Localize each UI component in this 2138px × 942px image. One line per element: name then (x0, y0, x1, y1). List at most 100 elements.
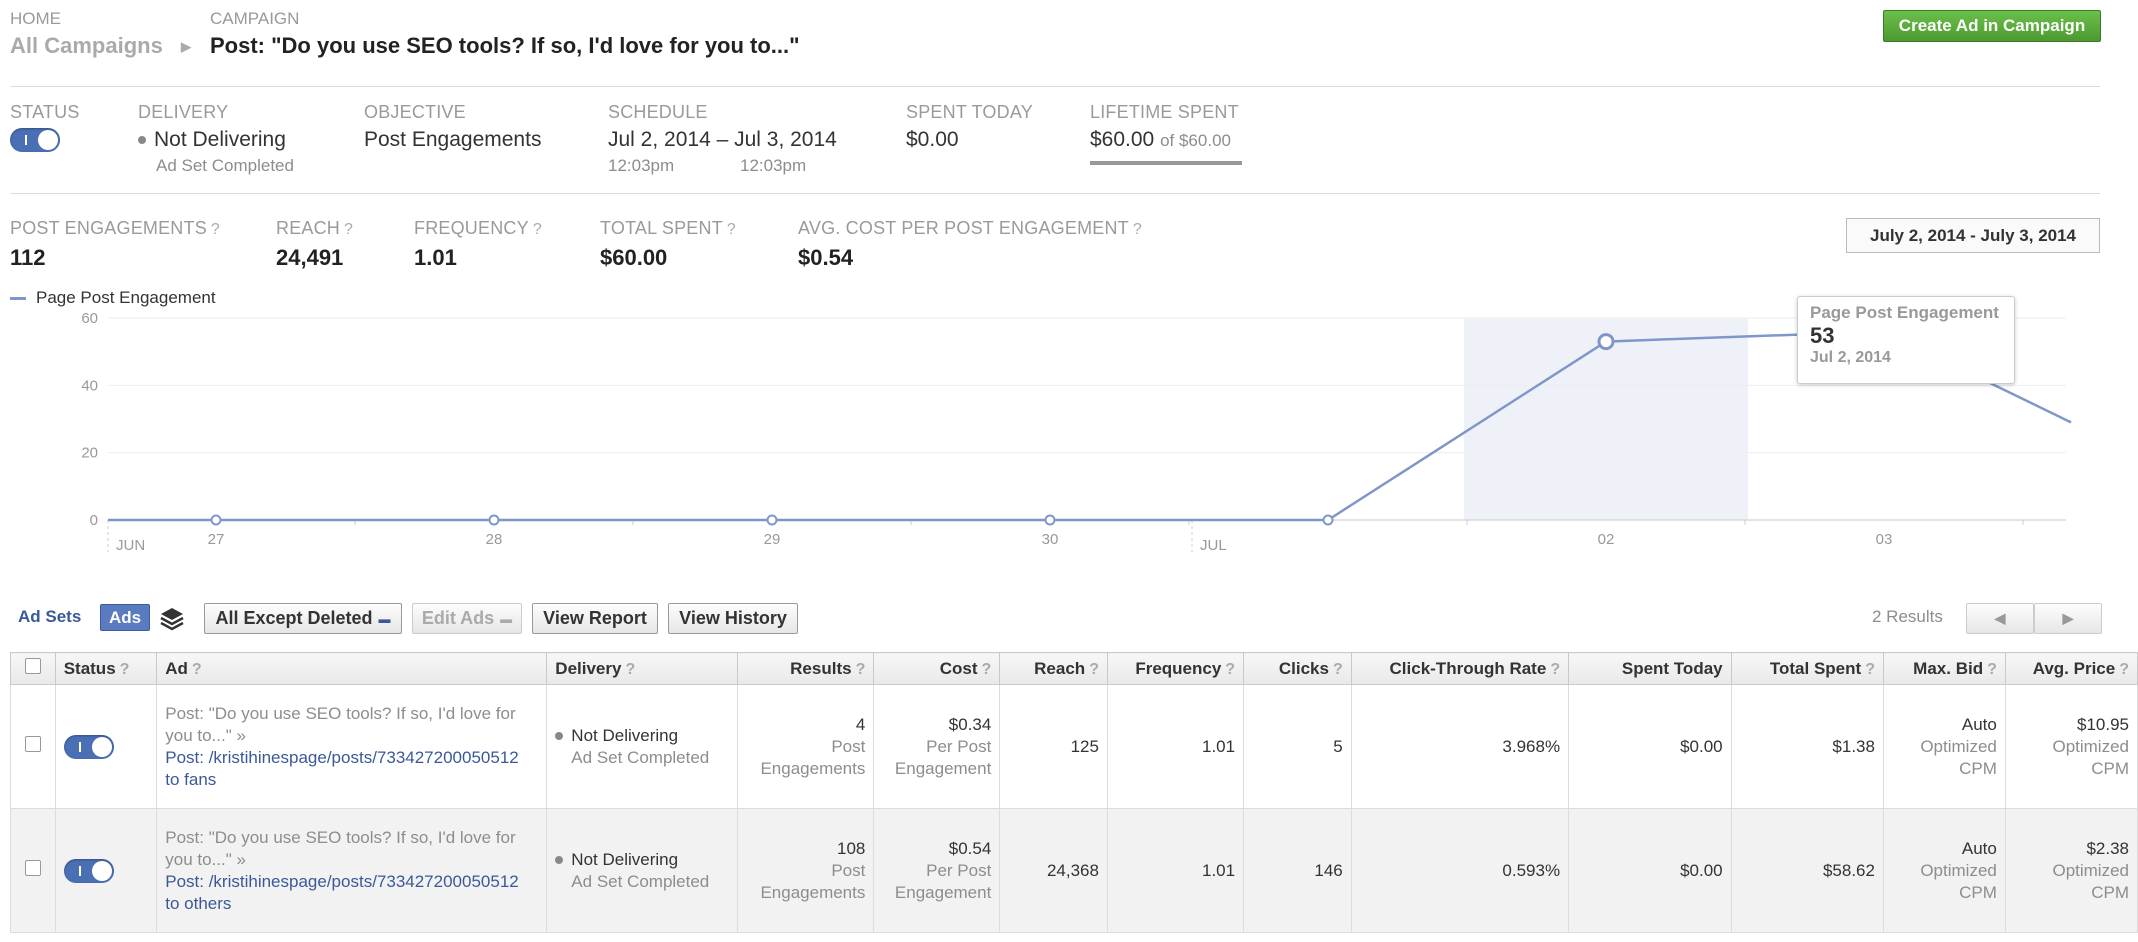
row-avg-price-cell: $10.95 Optimized CPM (2004, 684, 2138, 809)
row-avg-price-cell: $2.38 Optimized CPM (2004, 808, 2138, 933)
legend-swatch (10, 296, 26, 300)
column-header-avg-price[interactable]: Avg. Price? (2004, 652, 2138, 685)
ads-table: Status? Ad? Delivery? Results? Cost? Rea… (10, 652, 2138, 933)
lifetime-spent-budget: of $60.00 (1160, 131, 1231, 150)
help-icon: ? (1332, 660, 1343, 678)
engagement-line-chart: 60 40 20 0 27 28 29 30 02 03 JUN JUL (81, 310, 2072, 554)
help-icon: ? (1225, 660, 1236, 678)
row-ctr-cell: 3.968% (1350, 684, 1570, 809)
x-tick-label: 03 (1876, 531, 1893, 548)
row-checkbox[interactable] (24, 859, 41, 876)
column-header-total-spent[interactable]: Total Spent? (1730, 652, 1884, 685)
objective-label: OBJECTIVE (364, 102, 466, 122)
row-delivery-cell: Not Delivering Ad Set Completed (546, 684, 739, 809)
view-history-button[interactable]: View History (668, 603, 798, 634)
ad-post-link[interactable]: Post: /kristihinespage/posts/73342720005… (165, 747, 519, 767)
create-ad-button[interactable]: Create Ad in Campaign (1883, 10, 2101, 42)
row-max-bid-cell: Auto Optimized CPM (1882, 684, 2006, 809)
metric-value: $0.54 (798, 245, 854, 270)
help-icon: ? (2119, 660, 2129, 678)
tooltip-value: 53 (1810, 323, 1835, 348)
help-icon: ? (1550, 660, 1561, 678)
ad-status-toggle[interactable] (63, 734, 114, 759)
y-tick-label: 60 (81, 310, 98, 327)
dropdown-arrow-icon: ▬ (500, 611, 513, 626)
column-header-results[interactable]: Results? (737, 652, 875, 685)
data-point (1044, 514, 1056, 526)
schedule-end-time: 12:03pm (740, 156, 807, 175)
avg-price-value: $10.95 (2077, 714, 2129, 734)
column-header-reach[interactable]: Reach? (999, 652, 1108, 685)
x-tick-label: 28 (486, 531, 503, 548)
row-ad-cell: Post: "Do you use SEO tools? If so, I'd … (156, 684, 548, 809)
column-header-status[interactable]: Status? (54, 652, 158, 685)
prev-page-button[interactable]: ◀ (1966, 603, 2034, 634)
metric-label: POST ENGAGEMENTS? (10, 218, 221, 238)
max-bid-sub: Optimized CPM (1920, 736, 1997, 778)
results-sub: Post Engagements (760, 736, 866, 778)
spent-today-value: $0.00 (906, 128, 959, 151)
table-header-row: Status? Ad? Delivery? Results? Cost? Rea… (10, 652, 2138, 685)
column-header-max-bid[interactable]: Max. Bid? (1882, 652, 2006, 685)
metric-label: FREQUENCY? (414, 218, 542, 238)
delivery-text: Not Delivering (154, 128, 286, 151)
all-campaigns-link[interactable]: All Campaigns ▶ (10, 33, 191, 59)
home-label: HOME (10, 9, 61, 28)
date-range-picker[interactable]: July 2, 2014 - July 3, 2014 (1846, 218, 2100, 253)
y-tick-label: 0 (90, 512, 98, 529)
results-count: 2 Results (1872, 607, 1943, 626)
ad-status-toggle[interactable] (63, 858, 114, 883)
y-tick-label: 20 (81, 445, 98, 462)
row-status-cell (54, 684, 158, 809)
edit-ads-button[interactable]: Edit Ads ▬ (412, 603, 522, 634)
column-header-spent-today[interactable]: Spent Today (1568, 652, 1732, 685)
chart-tooltip: Page Post Engagement 53 Jul 2, 2014 (1797, 296, 2015, 384)
delivery-value: Not Delivering (138, 128, 286, 152)
ad-sets-link[interactable]: Ad Sets (18, 607, 82, 626)
column-header-ad[interactable]: Ad? (156, 652, 548, 685)
campaign-status-toggle[interactable] (10, 128, 60, 152)
data-point (488, 514, 500, 526)
row-clicks-cell: 5 (1243, 684, 1352, 809)
delivery-sub: Ad Set Completed (571, 871, 710, 891)
row-select-cell (10, 808, 56, 933)
data-point (1322, 514, 1334, 526)
data-point (210, 514, 222, 526)
y-tick-label: 40 (81, 377, 98, 394)
ads-tab[interactable]: Ads (100, 604, 150, 631)
column-header-delivery[interactable]: Delivery? (546, 652, 739, 685)
schedule-label: SCHEDULE (608, 102, 708, 122)
select-all-checkbox[interactable] (24, 658, 41, 674)
column-header-clicks[interactable]: Clicks? (1243, 652, 1352, 685)
delivery-sub: Ad Set Completed (571, 747, 710, 767)
ad-post-link[interactable]: Post: /kristihinespage/posts/73342720005… (165, 871, 519, 891)
divider (10, 193, 2100, 194)
metric-reach: REACH? 24,491 (276, 218, 353, 271)
row-reach-cell: 125 (999, 684, 1108, 809)
layers-icon[interactable] (158, 605, 186, 633)
column-header-ctr[interactable]: Click-Through Rate? (1350, 652, 1570, 685)
campaign-label: CAMPAIGN (210, 9, 300, 28)
data-point (1597, 333, 1615, 351)
row-checkbox[interactable] (24, 735, 41, 752)
metric-value: 112 (10, 245, 46, 270)
legend-label: Page Post Engagement (36, 288, 216, 307)
row-delivery-cell: Not Delivering Ad Set Completed (546, 808, 739, 933)
status-dot-icon (138, 136, 146, 145)
next-page-button[interactable]: ▶ (2034, 603, 2102, 634)
tooltip-title: Page Post Engagement (1810, 303, 1999, 322)
avg-price-sub: Optimized CPM (2052, 736, 2129, 778)
row-ctr-cell: 0.593% (1350, 808, 1570, 933)
help-icon: ? (625, 660, 636, 678)
schedule-start-time: 12:03pm (608, 156, 675, 175)
view-report-button[interactable]: View Report (532, 603, 658, 634)
filter-dropdown[interactable]: All Except Deleted ▬ (204, 603, 402, 634)
lifetime-spent-label: LIFETIME SPENT (1090, 102, 1239, 122)
select-all-header[interactable] (10, 652, 56, 685)
row-results-cell: 108 Post Engagements (737, 808, 875, 933)
column-header-frequency[interactable]: Frequency? (1106, 652, 1245, 685)
column-header-cost[interactable]: Cost? (873, 652, 1001, 685)
delivery-sub: Ad Set Completed (156, 156, 294, 175)
prev-arrow-icon: ◀ (1994, 610, 2006, 626)
x-tick-label: 27 (208, 531, 225, 548)
